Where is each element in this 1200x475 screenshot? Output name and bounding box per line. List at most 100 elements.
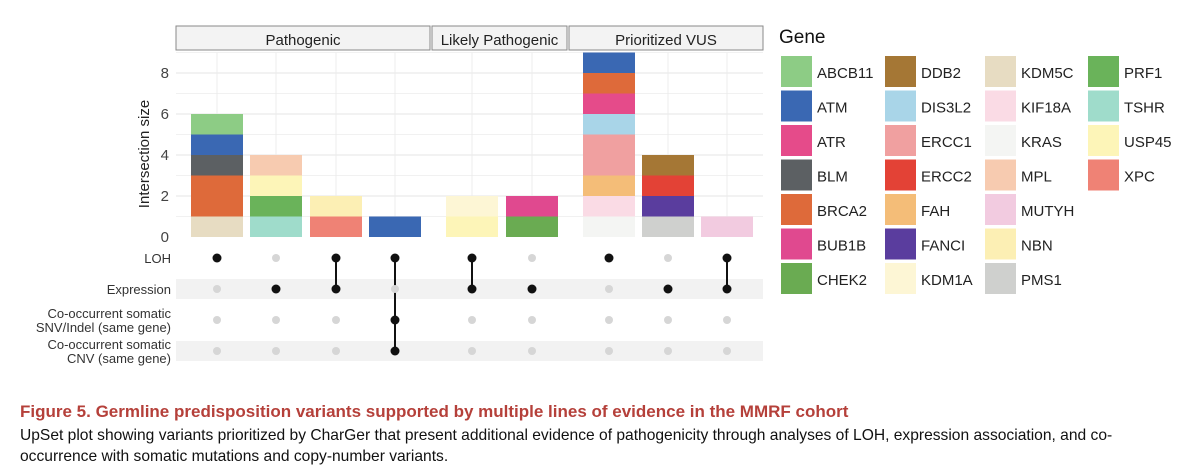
legend-swatch-fanci (885, 228, 916, 260)
facet-strip (431, 25, 568, 51)
bar-segment-atm (191, 134, 243, 155)
legend-swatch-kras (985, 125, 1016, 156)
matrix-dot-filled (331, 253, 341, 263)
legend-label: NBN (1021, 238, 1053, 255)
legend-entries: ABCB11 ATM ATR BLM BRCA2 BUB1B CHEK2 DDB2 DIS3L2… (781, 56, 1172, 294)
bar-segment-bub1b (506, 196, 558, 217)
matrix-dot-filled (722, 284, 732, 294)
matrix-dot-empty (605, 347, 613, 355)
legend-label: ABCB11 (817, 65, 873, 82)
matrix-dot-empty (528, 347, 536, 355)
facet-label: Likely Pathogenic (441, 32, 559, 49)
matrix-dot-empty (213, 347, 221, 355)
matrix-dot-empty (213, 285, 221, 293)
legend-label: BRCA2 (817, 203, 867, 220)
bar-segment-ercc2 (642, 175, 694, 196)
legend-swatch-prf1 (1088, 56, 1119, 87)
matrix-dot-filled (604, 253, 614, 263)
matrix-dot-filled (467, 253, 477, 263)
matrix-dot-empty (332, 316, 340, 324)
matrix-dot-empty (213, 316, 221, 324)
y-tick-label: 4 (161, 147, 169, 164)
set-label: Co-occurrent somatic SNV/Indel (same gene… (36, 306, 172, 335)
matrix-dot-empty (605, 285, 613, 293)
matrix-dot-empty (723, 347, 731, 355)
matrix-dot-empty (391, 285, 399, 293)
bar-segment-fanci (642, 196, 694, 217)
legend-swatch-atr (781, 125, 812, 156)
matrix-dot-filled (212, 253, 222, 263)
legend-swatch-mutyh (985, 194, 1016, 225)
matrix-dot-empty (528, 316, 536, 324)
y-axis: 0 2 4 6 8 (161, 65, 169, 246)
figure-caption-title: Figure 5. Germline predisposition varian… (20, 402, 849, 421)
facet-strips: Pathogenic Likely Pathogenic Prioritized V… (175, 25, 764, 51)
legend-label: FAH (921, 203, 950, 220)
legend-label: ERCC2 (921, 169, 972, 186)
matrix-dot-filled (527, 284, 537, 294)
legend-title: Gene (779, 27, 825, 48)
bar-segment-pms1 (642, 216, 694, 237)
facet-label: Pathogenic (265, 32, 341, 49)
legend: Gene ABCB11 ATM ATR BLM BRCA2 BUB1B CHEK2 DDB2 D… (779, 27, 1172, 294)
matrix-dot-filled (331, 284, 341, 294)
facet-label: Prioritized VUS (615, 32, 717, 49)
set-label: Expression (107, 282, 171, 297)
bar-segment-blm (191, 155, 243, 176)
legend-label: DIS3L2 (921, 100, 971, 117)
bar-segment-atr (583, 93, 635, 114)
facet-strip (175, 25, 431, 51)
legend-swatch-blm (781, 159, 812, 191)
legend-label: XPC (1124, 169, 1155, 186)
legend-swatch-brca2 (781, 194, 812, 225)
bar-segment-atm (583, 52, 635, 73)
bar-segment-mpl (250, 155, 302, 176)
legend-swatch-ercc2 (885, 159, 916, 191)
legend-swatch-dis3l2 (885, 90, 916, 122)
matrix-dot-empty (272, 316, 280, 324)
matrix-dot-empty (272, 254, 280, 262)
matrix-dot-empty (664, 316, 672, 324)
set-label: Co-occurrent somatic CNV (same gene) (47, 337, 171, 366)
matrix-links (335, 258, 728, 351)
figure-caption-body: UpSet plot showing variants prioritized … (20, 427, 1113, 465)
y-tick-label: 2 (161, 188, 169, 205)
legend-label: KDM1A (921, 272, 973, 289)
legend-label: BLM (817, 169, 848, 186)
set-label: LOH (144, 251, 171, 266)
y-tick-label: 0 (161, 229, 169, 246)
bar-segment-kdm5c (191, 216, 243, 237)
legend-label: MPL (1021, 169, 1052, 186)
bar-segment-brca2 (583, 73, 635, 94)
bar-segment-xpc (310, 216, 362, 237)
bar-segment-kras (583, 216, 635, 237)
y-tick-label: 8 (161, 65, 169, 82)
matrix-dot-empty (723, 316, 731, 324)
matrix-dot-empty (468, 347, 476, 355)
set-matrix: LOH Expression Co-occurrent somatic SNV/Ind… (36, 251, 763, 366)
matrix-dot-filled (271, 284, 281, 294)
legend-swatch-tshr (1088, 90, 1119, 122)
set-labels: LOH Expression Co-occurrent somatic SNV/Ind… (36, 251, 172, 366)
bar-segment-atm (369, 216, 421, 237)
legend-swatch-nbn (985, 228, 1016, 260)
legend-swatch-abcb11 (781, 56, 812, 87)
bar-panel: 0 2 4 6 8 Intersection size (136, 52, 763, 246)
legend-swatch-mpl (985, 159, 1016, 191)
matrix-dot-filled (390, 346, 400, 356)
legend-swatch-ercc1 (885, 125, 916, 156)
facet-strip (568, 25, 764, 51)
bar-segment-tshr (250, 216, 302, 237)
bar-segment-ddb2 (642, 155, 694, 176)
bar-segment-mutyh (701, 216, 753, 237)
legend-swatch-chek2 (781, 263, 812, 294)
bar-segment-brca2 (191, 175, 243, 217)
y-tick-label: 6 (161, 106, 169, 123)
legend-label: FANCI (921, 238, 965, 255)
matrix-dot-empty (664, 347, 672, 355)
legend-label: TSHR (1124, 100, 1165, 117)
legend-label: MUTYH (1021, 203, 1074, 220)
bar-segment-nbn (310, 196, 362, 217)
legend-swatch-ddb2 (885, 56, 916, 87)
matrix-dot-filled (663, 284, 673, 294)
